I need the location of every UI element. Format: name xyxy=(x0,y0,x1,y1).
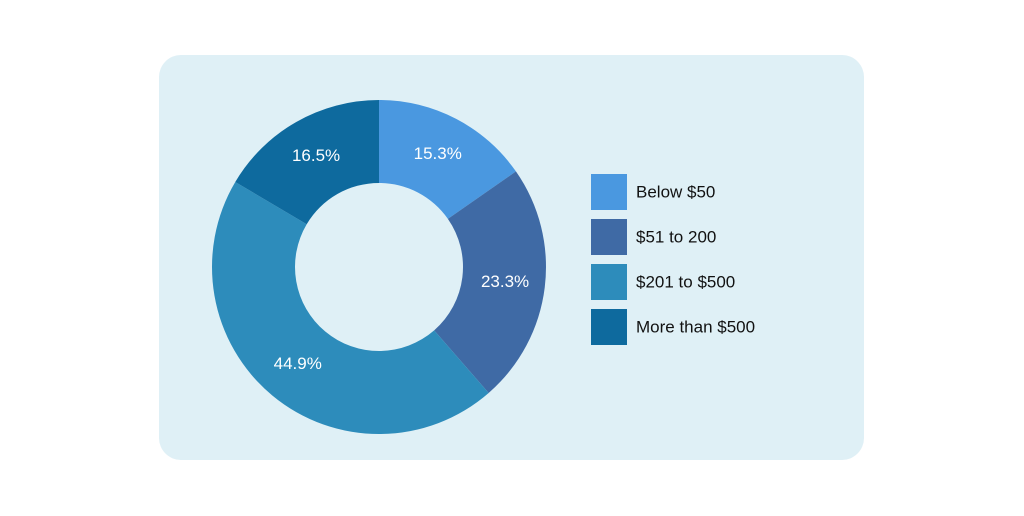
legend-swatch xyxy=(591,309,627,345)
data-label: 23.3% xyxy=(481,272,529,291)
wedge xyxy=(212,181,489,435)
data-label: 15.3% xyxy=(414,144,462,163)
wedge xyxy=(379,100,516,219)
legend-swatch xyxy=(591,219,627,255)
legend-label: $51 to 200 xyxy=(636,227,716,246)
data-label: 16.5% xyxy=(292,146,340,165)
legend-swatch xyxy=(591,264,627,300)
legend-label: $201 to $500 xyxy=(636,272,735,291)
legend-swatch xyxy=(591,174,627,210)
wedge xyxy=(434,171,546,393)
legend-label: Below $50 xyxy=(636,182,715,201)
data-label: 44.9% xyxy=(274,354,322,373)
legend-label: More than $500 xyxy=(636,317,755,336)
wedge xyxy=(235,100,379,225)
